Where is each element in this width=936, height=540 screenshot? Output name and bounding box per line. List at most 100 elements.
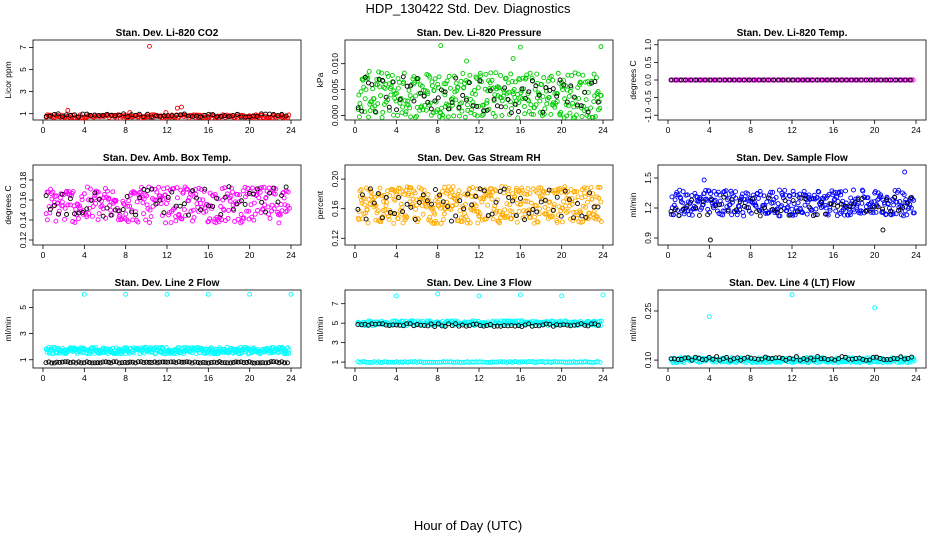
data-point	[254, 186, 260, 192]
data-point	[406, 87, 412, 93]
data-point	[64, 188, 70, 194]
data-point	[707, 237, 713, 243]
data-point	[276, 360, 282, 366]
data-point	[108, 360, 114, 366]
data-point	[865, 195, 871, 201]
data-point	[801, 188, 807, 194]
data-point	[591, 204, 597, 210]
data-point	[442, 184, 448, 190]
data-point	[786, 212, 792, 218]
data-point	[437, 194, 443, 200]
data-point	[467, 220, 473, 226]
data-point	[435, 321, 441, 327]
data-point	[566, 93, 572, 99]
data-point	[551, 204, 557, 210]
data-point	[506, 185, 512, 191]
data-point	[443, 104, 448, 109]
data-point	[446, 106, 452, 112]
data-point	[708, 191, 713, 197]
data-point	[183, 213, 188, 219]
data-point	[75, 216, 81, 222]
data-point	[450, 184, 456, 190]
data-point	[494, 208, 500, 214]
data-point	[261, 184, 267, 190]
data-point	[743, 77, 749, 83]
data-point	[434, 107, 440, 113]
data-point	[488, 70, 494, 76]
data-point	[474, 208, 480, 214]
y-tick-label: 1	[18, 357, 28, 362]
data-point	[116, 112, 122, 118]
x-tick-label: 24	[911, 373, 921, 383]
data-point	[412, 216, 418, 222]
data-point	[688, 77, 694, 83]
data-point	[819, 77, 825, 83]
data-point	[435, 81, 441, 87]
data-point	[430, 110, 436, 116]
data-point	[557, 112, 563, 118]
data-point	[445, 114, 451, 120]
data-point	[898, 354, 904, 360]
data-point	[761, 193, 767, 199]
data-point	[222, 185, 228, 191]
data-point	[585, 90, 591, 96]
data-point	[121, 201, 126, 207]
data-point	[272, 191, 278, 197]
data-point	[417, 107, 423, 113]
data-point	[365, 220, 371, 226]
data-point	[908, 205, 914, 211]
data-point	[519, 187, 525, 193]
data-point	[257, 360, 263, 366]
data-point	[440, 201, 446, 207]
data-point	[467, 186, 473, 191]
data-point	[681, 211, 687, 217]
data-point	[392, 197, 398, 203]
data-point	[453, 80, 459, 86]
data-point	[757, 213, 763, 219]
data-point	[165, 194, 171, 200]
data-point	[414, 76, 420, 81]
data-point	[583, 359, 588, 365]
data-point	[283, 115, 289, 121]
data-point	[271, 185, 277, 191]
data-point	[521, 104, 527, 109]
y-tick-label: 0.16	[18, 191, 28, 208]
data-point	[283, 184, 289, 190]
data-point	[454, 198, 460, 204]
data-point	[228, 360, 234, 366]
x-tick-label: 20	[870, 250, 880, 260]
data-point	[895, 77, 901, 83]
data-point	[171, 185, 177, 191]
data-point	[436, 74, 442, 80]
data-point	[84, 206, 90, 212]
data-point	[164, 291, 170, 297]
data-point	[46, 359, 52, 365]
data-point	[841, 77, 846, 83]
data-point	[214, 195, 220, 201]
x-tick-label: 4	[394, 250, 399, 260]
x-tick-label: 12	[787, 125, 797, 135]
data-point	[730, 199, 736, 205]
data-point	[529, 111, 534, 117]
y-axis-label: ml/min	[628, 316, 638, 341]
data-point	[271, 359, 277, 365]
data-point	[495, 359, 501, 365]
data-point	[237, 192, 243, 198]
data-point	[395, 216, 401, 221]
x-tick-label: 0	[41, 125, 46, 135]
data-point	[869, 199, 874, 205]
data-point	[242, 184, 248, 190]
data-point	[529, 75, 535, 81]
x-tick-label: 8	[435, 373, 440, 383]
data-point	[246, 359, 252, 365]
data-point	[851, 201, 857, 207]
data-point	[228, 193, 234, 199]
data-point	[717, 77, 723, 83]
data-point	[279, 193, 285, 198]
panel-1: Stan. Dev. Li-820 CO2 0 4 8 12 16 20 24 1 3 5 7 Lico…	[3, 28, 302, 135]
data-point	[125, 203, 130, 209]
data-point	[580, 72, 586, 78]
data-point	[592, 79, 598, 85]
data-point	[387, 107, 393, 113]
data-point	[76, 114, 82, 120]
